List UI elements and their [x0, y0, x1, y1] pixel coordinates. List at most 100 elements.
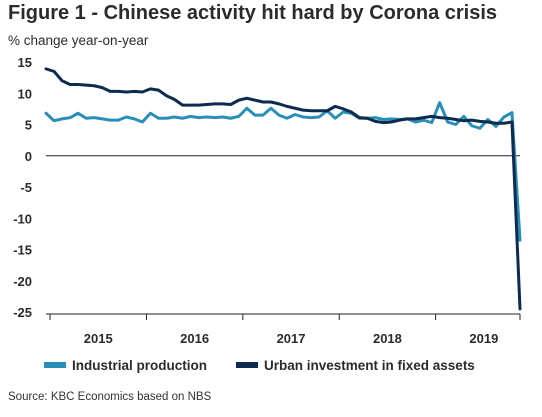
industrial-production-point	[117, 118, 120, 122]
industrial-production-point	[52, 119, 56, 122]
industrial-production-point	[261, 113, 265, 117]
y-tick-label: -20	[13, 274, 32, 289]
investment-point	[422, 116, 425, 119]
investment-point	[502, 122, 506, 125]
investment-point	[52, 70, 56, 73]
investment-point	[117, 90, 120, 93]
industrial-production-point	[470, 124, 473, 127]
industrial-production-point	[173, 115, 176, 119]
investment-point	[173, 98, 176, 101]
investment-point	[414, 117, 417, 121]
investment-point	[301, 108, 305, 112]
industrial-production-point	[285, 117, 289, 120]
investment-point	[358, 116, 361, 119]
industrial-production-point	[309, 116, 313, 119]
investment-point	[197, 103, 200, 107]
investment-point	[317, 109, 321, 112]
investment-line	[44, 67, 522, 311]
investment-point	[76, 83, 80, 86]
industrial-production-point	[125, 115, 128, 119]
investment-point	[390, 120, 393, 124]
investment-point	[109, 90, 112, 93]
investment-point	[285, 105, 289, 108]
legend-industrial-production: Industrial production	[44, 358, 207, 373]
industrial-production-point	[197, 116, 200, 119]
industrial-production-point	[237, 115, 241, 118]
industrial-production-point	[93, 116, 96, 119]
industrial-production-point	[133, 117, 136, 121]
investment-point	[60, 79, 64, 82]
x-tick-label: 2017	[277, 331, 306, 346]
investment-point	[125, 90, 128, 94]
industrial-production-point	[189, 115, 192, 118]
investment-point	[141, 90, 144, 94]
x-tick-label: 2018	[373, 331, 402, 346]
source-note: Source: KBC Economics based on NBS	[8, 391, 212, 403]
legend-label: Urban investment in fixed assets	[264, 358, 475, 373]
industrial-production-point	[68, 116, 72, 119]
legend-label: Industrial production	[72, 358, 207, 373]
y-tick-label: 0	[25, 149, 32, 164]
investment-point	[93, 84, 96, 87]
investment-point	[237, 98, 241, 102]
industrial-production-point	[60, 117, 64, 121]
investment-point	[325, 109, 329, 112]
industrial-production-point	[486, 118, 490, 121]
y-tick-label: -10	[13, 211, 32, 226]
investment-point	[350, 110, 353, 114]
investment-point	[462, 119, 465, 122]
investment-point	[245, 97, 249, 100]
chart-title: Figure 1 - Chinese activity hit hard by …	[8, 2, 498, 24]
industrial-production-point	[334, 117, 337, 120]
investment-point	[181, 103, 184, 107]
investment-point	[165, 94, 168, 97]
industrial-production-point	[414, 120, 417, 124]
legend-swatch	[44, 362, 66, 368]
investment-point	[253, 98, 257, 102]
industrial-production-line	[44, 101, 522, 242]
investment-point	[382, 121, 385, 124]
chart-subtitle: % change year-on-year	[8, 33, 149, 48]
investment-point	[269, 100, 273, 104]
industrial-production-point	[277, 113, 281, 117]
investment-point	[446, 117, 449, 120]
industrial-production-point	[454, 123, 457, 126]
industrial-production-point	[438, 101, 441, 104]
industrial-production-point	[205, 115, 208, 119]
industrial-production-point	[84, 117, 88, 120]
industrial-production-point	[149, 112, 152, 115]
investment-point	[293, 107, 297, 110]
investment-point	[334, 105, 337, 108]
industrial-production-point	[141, 120, 144, 124]
legend-swatch	[236, 362, 258, 368]
investment-point	[518, 307, 522, 311]
industrial-production-point	[382, 118, 385, 121]
investment-point	[84, 83, 88, 87]
x-tick-label: 2015	[84, 331, 113, 346]
investment-point	[374, 120, 377, 123]
investment-point	[213, 102, 216, 106]
industrial-production-point	[422, 118, 425, 122]
investment-point	[205, 103, 208, 106]
investment-point	[430, 115, 433, 118]
investment-point	[157, 88, 160, 92]
investment-point	[438, 116, 441, 119]
x-tick-label: 2019	[469, 331, 498, 346]
y-tick-label: -15	[13, 243, 32, 258]
investment-point	[277, 102, 281, 106]
industrial-production-point	[510, 111, 514, 114]
industrial-production-point	[502, 115, 506, 119]
investment-point	[406, 117, 409, 121]
investment-point	[44, 67, 48, 71]
y-tick-label: 5	[25, 118, 32, 133]
investment-point	[366, 117, 369, 120]
industrial-production-point	[301, 115, 305, 119]
industrial-production-point	[374, 116, 377, 119]
investment-point	[454, 118, 457, 121]
industrial-production-point	[446, 120, 449, 124]
industrial-production-point	[76, 112, 80, 115]
industrial-production-point	[157, 117, 160, 120]
industrial-production-point	[342, 110, 345, 114]
industrial-production-point	[109, 118, 112, 122]
